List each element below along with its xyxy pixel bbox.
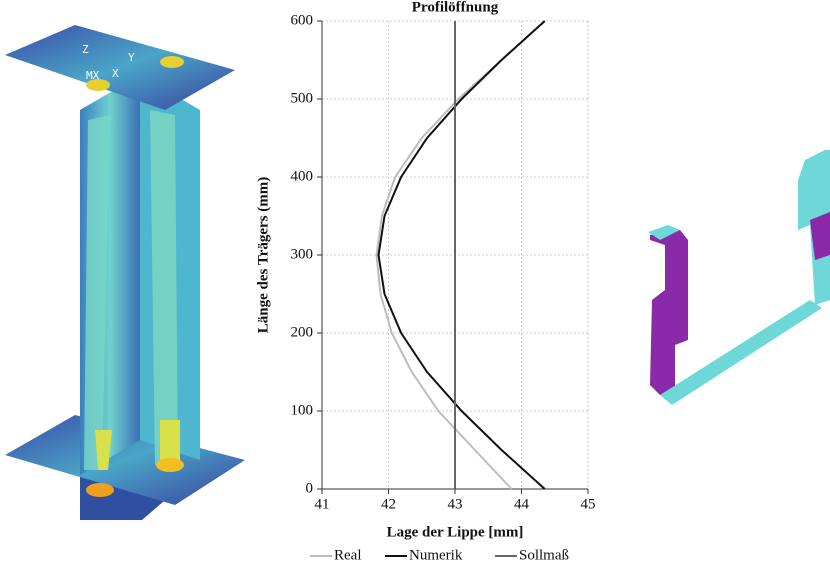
y-tick-label: 500 (291, 90, 314, 106)
x-tick-label: 45 (581, 496, 596, 512)
legend-label: Real (334, 547, 362, 563)
figure: Z Y MX X MN Profilöffnung Länge des Träg… (0, 0, 830, 569)
y-tick-label: 200 (291, 324, 314, 340)
legend-label: Numerik (409, 547, 463, 563)
mesh-render (648, 150, 830, 405)
legend-label: Sollmaß (519, 547, 569, 563)
y-tick-label: 300 (291, 246, 314, 262)
x-tick-label: 43 (448, 496, 463, 512)
x-tick-label: 44 (514, 496, 530, 512)
label-mx: MX (86, 69, 100, 82)
chart-title: Profilöffnung (412, 0, 499, 15)
y-tick-label: 100 (291, 402, 314, 418)
y-tick-label: 600 (291, 12, 314, 28)
label-x: X (112, 67, 119, 80)
label-y: Y (128, 51, 135, 64)
x-tick-label: 41 (315, 496, 330, 512)
y-tick-label: 400 (291, 168, 314, 184)
x-tick-label: 42 (381, 496, 396, 512)
y-tick-label: 0 (306, 480, 314, 496)
x-axis-label: Lage der Lippe [mm] (387, 524, 524, 540)
label-mn: MN (55, 81, 68, 94)
y-axis-label: Länge des Trägers (mm) (255, 177, 271, 334)
fem-render: Z Y MX X MN (5, 25, 245, 520)
label-z: Z (82, 43, 89, 56)
